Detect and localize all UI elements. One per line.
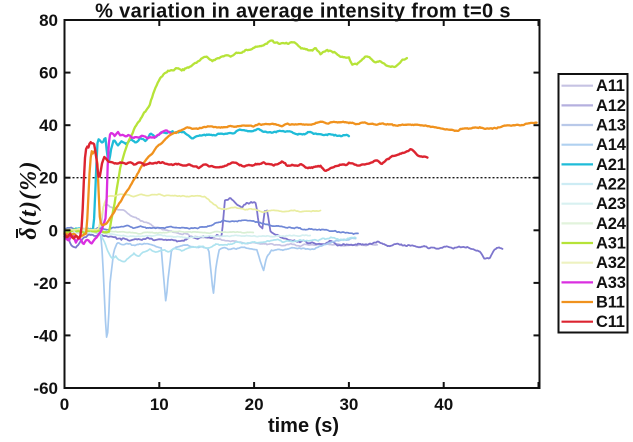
svg-text:A13: A13 xyxy=(596,117,626,135)
svg-text:A21: A21 xyxy=(596,156,626,174)
svg-text:A31: A31 xyxy=(596,235,626,253)
svg-text:10: 10 xyxy=(150,395,169,414)
svg-text:60: 60 xyxy=(39,64,58,83)
svg-text:A32: A32 xyxy=(596,254,626,272)
svg-text:B11: B11 xyxy=(596,294,625,312)
svg-text:40: 40 xyxy=(39,116,58,135)
svg-text:A12: A12 xyxy=(596,97,626,115)
svg-text:A33: A33 xyxy=(596,274,626,292)
svg-text:% variation in average intensi: % variation in average intensity from t=… xyxy=(95,1,511,23)
svg-text:-60: -60 xyxy=(33,379,58,398)
svg-text:20: 20 xyxy=(245,395,264,414)
svg-text:A14: A14 xyxy=(596,136,627,154)
svg-text:A23: A23 xyxy=(596,195,626,213)
svg-text:40: 40 xyxy=(434,395,453,414)
svg-text:20: 20 xyxy=(39,169,58,188)
svg-text:-20: -20 xyxy=(33,274,58,293)
svg-text:0: 0 xyxy=(49,221,58,240)
svg-text:time (s): time (s) xyxy=(268,415,339,437)
svg-text:A11: A11 xyxy=(596,77,625,95)
svg-text:δ(t)(%): δ(t)(%) xyxy=(16,160,42,239)
svg-text:0: 0 xyxy=(60,395,69,414)
svg-text:A22: A22 xyxy=(596,176,626,194)
svg-text:A24: A24 xyxy=(596,215,627,233)
svg-text:30: 30 xyxy=(339,395,358,414)
svg-text:-40: -40 xyxy=(33,326,58,345)
svg-text:80: 80 xyxy=(39,11,58,30)
svg-text:C11: C11 xyxy=(596,313,625,331)
